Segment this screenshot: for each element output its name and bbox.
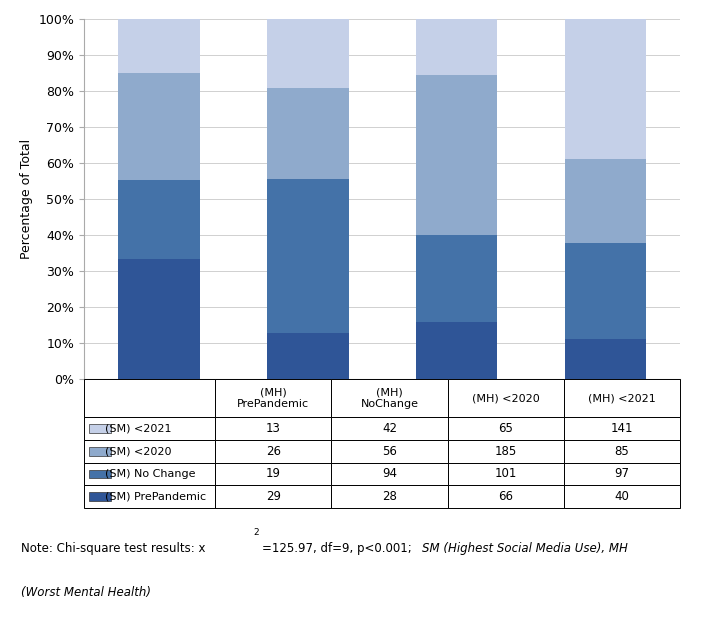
Bar xyxy=(416,75,498,235)
Bar xyxy=(448,463,564,485)
Bar xyxy=(89,469,111,478)
Text: 26: 26 xyxy=(266,445,281,458)
Bar xyxy=(215,440,332,463)
Bar xyxy=(332,418,448,440)
Text: (MH) <2021: (MH) <2021 xyxy=(588,393,655,403)
Text: 65: 65 xyxy=(498,422,513,435)
Bar xyxy=(266,19,348,88)
Bar xyxy=(266,333,348,379)
Text: 13: 13 xyxy=(266,422,280,435)
Text: 185: 185 xyxy=(495,445,517,458)
Bar xyxy=(332,485,448,508)
Bar xyxy=(84,463,215,485)
Bar xyxy=(564,463,680,485)
Bar xyxy=(118,180,200,259)
Text: 56: 56 xyxy=(382,445,397,458)
Bar xyxy=(215,379,332,418)
Bar xyxy=(84,379,215,418)
Text: 94: 94 xyxy=(382,468,397,480)
Bar xyxy=(89,425,111,433)
Bar xyxy=(266,88,348,179)
Text: 85: 85 xyxy=(615,445,629,458)
Text: 2: 2 xyxy=(253,529,259,538)
Bar xyxy=(564,485,680,508)
Text: 28: 28 xyxy=(382,490,397,503)
Text: Note: Chi-square test results: x: Note: Chi-square test results: x xyxy=(21,541,205,555)
Bar xyxy=(118,19,200,73)
Bar xyxy=(332,379,448,418)
Bar xyxy=(448,379,564,418)
Bar xyxy=(564,339,646,379)
Bar xyxy=(332,463,448,485)
Text: (MH)
PrePandemic: (MH) PrePandemic xyxy=(237,387,309,409)
Bar xyxy=(564,158,646,243)
Bar xyxy=(118,259,200,379)
Bar xyxy=(448,418,564,440)
Bar xyxy=(416,235,498,322)
Text: (SM) PrePandemic: (SM) PrePandemic xyxy=(105,492,206,502)
Text: =125.97, df=9, p<0.001;: =125.97, df=9, p<0.001; xyxy=(261,541,415,555)
Bar xyxy=(564,19,646,158)
Text: 141: 141 xyxy=(611,422,633,435)
Text: 40: 40 xyxy=(615,490,629,503)
Text: 66: 66 xyxy=(498,490,513,503)
Text: 97: 97 xyxy=(614,468,629,480)
Bar xyxy=(89,447,111,456)
Bar xyxy=(564,418,680,440)
Bar xyxy=(215,485,332,508)
Bar xyxy=(416,19,498,75)
Bar xyxy=(215,418,332,440)
Bar xyxy=(564,379,680,418)
Bar xyxy=(564,243,646,339)
Bar xyxy=(118,73,200,180)
Text: (SM) <2020: (SM) <2020 xyxy=(105,446,172,456)
Text: (SM) <2021: (SM) <2021 xyxy=(105,424,172,433)
Bar xyxy=(84,485,215,508)
Text: (SM) No Change: (SM) No Change xyxy=(105,469,196,479)
Text: 101: 101 xyxy=(494,468,517,480)
Text: 29: 29 xyxy=(266,490,281,503)
Text: 19: 19 xyxy=(266,468,281,480)
Bar xyxy=(448,485,564,508)
Text: (MH)
NoChange: (MH) NoChange xyxy=(360,387,418,409)
Bar xyxy=(564,440,680,463)
Text: (Worst Mental Health): (Worst Mental Health) xyxy=(21,586,151,599)
Text: 42: 42 xyxy=(382,422,397,435)
Text: (MH) <2020: (MH) <2020 xyxy=(472,393,540,403)
Bar xyxy=(84,418,215,440)
Text: SM (Highest Social Media Use), MH: SM (Highest Social Media Use), MH xyxy=(422,541,627,555)
Bar xyxy=(416,322,498,379)
Y-axis label: Percentage of Total: Percentage of Total xyxy=(20,139,33,259)
Bar xyxy=(215,463,332,485)
Bar xyxy=(84,440,215,463)
Bar xyxy=(89,492,111,501)
Bar xyxy=(266,179,348,333)
Bar xyxy=(448,440,564,463)
Bar xyxy=(332,440,448,463)
